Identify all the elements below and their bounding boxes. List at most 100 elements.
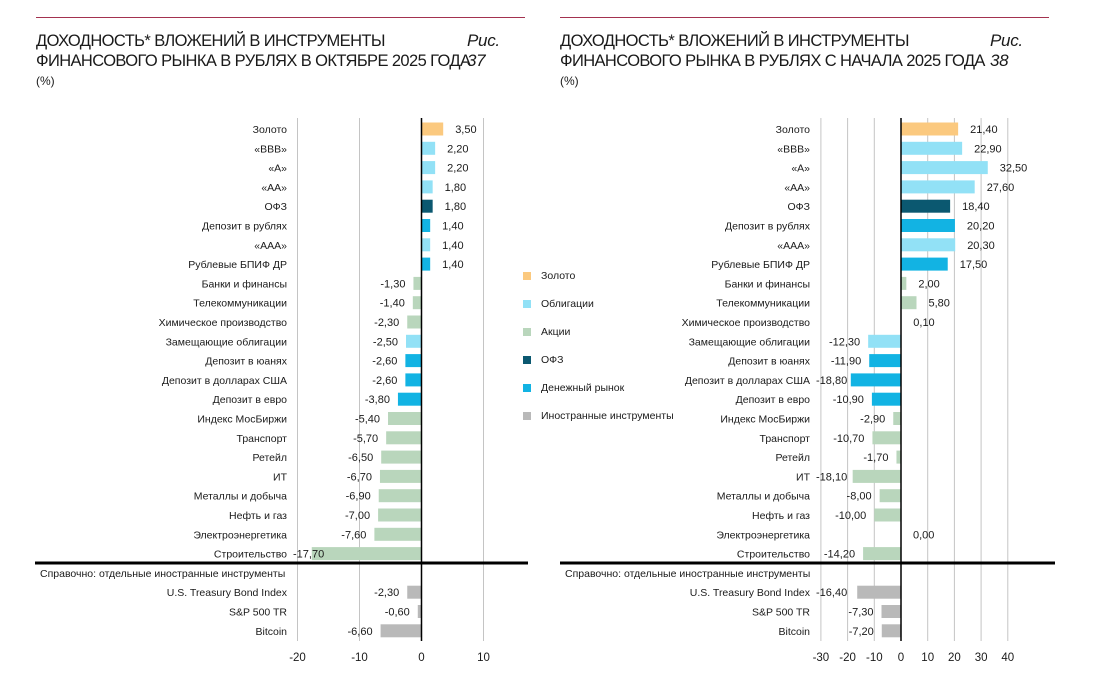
bar bbox=[421, 219, 431, 232]
category-label: Депозит в долларах США bbox=[685, 375, 810, 387]
bar bbox=[374, 527, 422, 541]
category-label: Банки и финансы bbox=[725, 278, 810, 290]
category-label: «AA» bbox=[261, 182, 287, 194]
x-tick-label: 20 bbox=[948, 652, 961, 664]
x-tick-label: -10 bbox=[866, 652, 883, 664]
x-tick-label: -20 bbox=[839, 652, 856, 664]
bar bbox=[852, 469, 901, 483]
category-label: Металлы и добыча bbox=[717, 491, 810, 503]
x-tick-label: 10 bbox=[921, 652, 934, 664]
x-tick-label: 30 bbox=[975, 652, 988, 664]
value-label: -6,70 bbox=[347, 471, 372, 483]
category-label: Индекс МосБиржи bbox=[720, 414, 810, 426]
value-label: -3,80 bbox=[365, 394, 390, 406]
value-label: -2,60 bbox=[372, 356, 397, 368]
category-label: Ретейл bbox=[775, 452, 810, 464]
value-label: -6,50 bbox=[348, 452, 373, 464]
reference-heading: Справочно: отдельные иностранные инструм… bbox=[40, 568, 285, 580]
category-label: Bitcoin bbox=[255, 626, 287, 638]
category-label: Депозит в юанях bbox=[728, 356, 810, 368]
value-label: -7,00 bbox=[345, 510, 370, 522]
bar bbox=[421, 180, 433, 194]
bar bbox=[850, 373, 901, 387]
category-label: Банки и финансы bbox=[202, 278, 287, 290]
bar bbox=[868, 334, 901, 348]
bar bbox=[378, 489, 422, 503]
bar bbox=[901, 276, 907, 290]
category-label: Депозит в евро bbox=[213, 394, 288, 406]
bar bbox=[874, 508, 901, 522]
bar bbox=[378, 508, 422, 522]
legend-label: Золото bbox=[541, 270, 576, 282]
figure-number: Рис. 37 bbox=[467, 31, 500, 70]
value-label: -1,30 bbox=[380, 278, 405, 290]
value-label: 20,20 bbox=[967, 221, 995, 233]
legend-label: ОФЗ bbox=[541, 354, 564, 366]
value-label: 2,00 bbox=[918, 278, 939, 290]
category-label: «AA» bbox=[784, 182, 810, 194]
category-label: «AAA» bbox=[254, 240, 287, 252]
legend-item-ofz: ОФЗ bbox=[523, 346, 674, 374]
value-label: 22,90 bbox=[974, 143, 1002, 155]
value-label: 18,40 bbox=[962, 201, 990, 213]
bar bbox=[421, 141, 436, 155]
value-label: -18,80 bbox=[816, 375, 847, 387]
bar bbox=[901, 199, 951, 213]
bar bbox=[857, 585, 901, 599]
value-label: -18,10 bbox=[816, 471, 847, 483]
category-label: Рублевые БПИФ ДР bbox=[711, 259, 810, 271]
category-label: Депозит в евро bbox=[736, 394, 811, 406]
legend-swatch bbox=[523, 412, 531, 420]
value-label: 3,50 bbox=[455, 124, 476, 136]
value-label: -1,70 bbox=[863, 452, 888, 464]
title-line-2: ФИНАНСОВОГО РЫНКА В РУБЛЯХ В ОКТЯБРЕ 202… bbox=[36, 52, 471, 70]
chart-title: ДОХОДНОСТЬ* ВЛОЖЕНИЙ В ИНСТРУМЕНТЫ ФИНАН… bbox=[36, 31, 471, 71]
category-label: Замещающие облигации bbox=[166, 336, 288, 348]
value-label: -10,90 bbox=[833, 394, 864, 406]
category-label: S&P 500 TR bbox=[229, 607, 287, 619]
bar bbox=[417, 605, 422, 618]
bar bbox=[893, 412, 901, 425]
category-label: Депозит в юанях bbox=[205, 356, 287, 368]
category-label: Металлы и добыча bbox=[194, 491, 287, 503]
category-label: Электроэнергетика bbox=[716, 529, 810, 541]
category-label: Депозит в рублях bbox=[202, 221, 288, 233]
x-tick-label: -20 bbox=[289, 652, 306, 664]
bar bbox=[881, 605, 901, 618]
legend: Золото Облигации Акции ОФЗ Денежный рыно… bbox=[523, 262, 674, 430]
category-label: «A» bbox=[791, 163, 810, 175]
value-label: 5,80 bbox=[928, 298, 949, 310]
category-label: «AAA» bbox=[777, 240, 810, 252]
bar bbox=[407, 315, 422, 329]
category-label: «A» bbox=[268, 163, 287, 175]
bar bbox=[901, 257, 948, 271]
category-label: Депозит в рублях bbox=[725, 221, 811, 233]
title-line-1: ДОХОДНОСТЬ* ВЛОЖЕНИЙ В ИНСТРУМЕНТЫ bbox=[36, 32, 385, 50]
x-tick-label: -10 bbox=[351, 652, 368, 664]
value-label: 1,40 bbox=[442, 221, 463, 233]
value-label: 2,20 bbox=[447, 163, 468, 175]
category-label: ОФЗ bbox=[788, 201, 811, 213]
bar bbox=[311, 547, 422, 561]
category-label: Химическое производство bbox=[159, 317, 288, 329]
top-accent-line bbox=[560, 17, 1049, 18]
category-label: Рублевые БПИФ ДР bbox=[188, 259, 287, 271]
bar bbox=[901, 141, 963, 155]
bar bbox=[871, 392, 901, 406]
category-label: Ретейл bbox=[252, 452, 287, 464]
bar bbox=[901, 122, 959, 136]
bar bbox=[381, 450, 422, 464]
value-label: 27,60 bbox=[987, 182, 1015, 194]
value-label: -2,30 bbox=[374, 587, 399, 599]
value-label: 0,00 bbox=[913, 529, 934, 541]
value-label: 1,40 bbox=[442, 240, 463, 252]
legend-swatch bbox=[523, 356, 531, 364]
title-line-1: ДОХОДНОСТЬ* ВЛОЖЕНИЙ В ИНСТРУМЕНТЫ bbox=[560, 32, 909, 50]
value-label: -10,70 bbox=[833, 433, 864, 445]
category-label: Строительство bbox=[214, 549, 287, 561]
bar bbox=[379, 469, 422, 483]
x-tick-label: 0 bbox=[898, 652, 904, 664]
bar bbox=[896, 450, 901, 464]
legend-item-gold: Золото bbox=[523, 262, 674, 290]
bar bbox=[901, 296, 917, 310]
